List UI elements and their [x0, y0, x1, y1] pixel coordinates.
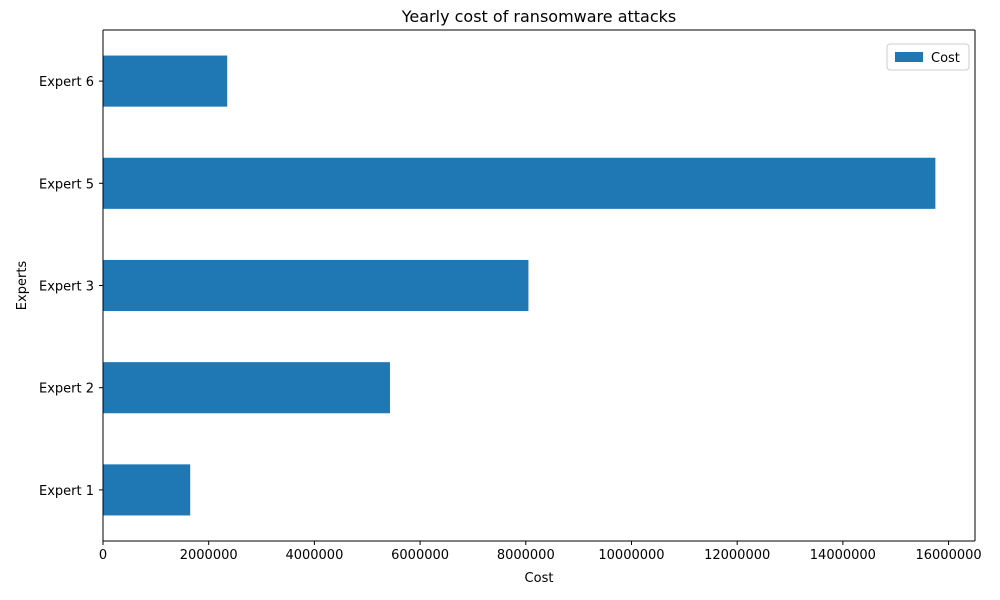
x-tick-label: 12000000 [704, 548, 770, 563]
y-tick-label: Expert 5 [39, 177, 94, 192]
x-axis-title: Cost [525, 571, 554, 586]
bar-expert-2 [103, 362, 390, 414]
x-tick-label: 2000000 [180, 548, 238, 563]
y-ticks: Expert 1 Expert 2 Expert 3 Expert 5 Expert 6 [39, 75, 103, 499]
x-ticks: 0 2000000 4000000 6000000 8000000 10000000 120… [99, 541, 982, 563]
x-tick-label: 8000000 [497, 548, 555, 563]
chart-title: Yearly cost of ransomware attacks [401, 7, 677, 26]
bar-expert-1 [103, 464, 191, 516]
bar-expert-3 [103, 259, 529, 312]
bar-expert-6 [103, 55, 228, 107]
bars-layer [103, 55, 936, 516]
bar-expert-5 [103, 157, 936, 209]
legend-swatch [895, 52, 923, 62]
y-tick-label: Expert 2 [39, 382, 94, 397]
x-tick-label: 0 [99, 548, 107, 563]
x-tick-label: 4000000 [285, 548, 343, 563]
legend-label: Cost [931, 51, 960, 66]
y-axis-title: Experts [15, 261, 30, 311]
legend: Cost [886, 43, 970, 71]
y-tick-label: Expert 1 [39, 484, 94, 499]
x-tick-label: 16000000 [915, 548, 981, 563]
x-tick-label: 10000000 [598, 548, 664, 563]
legend-box [886, 43, 970, 71]
y-tick-label: Expert 3 [39, 280, 94, 295]
x-tick-label: 6000000 [391, 548, 449, 563]
x-tick-label: 14000000 [810, 548, 876, 563]
y-tick-label: Expert 6 [39, 75, 94, 90]
